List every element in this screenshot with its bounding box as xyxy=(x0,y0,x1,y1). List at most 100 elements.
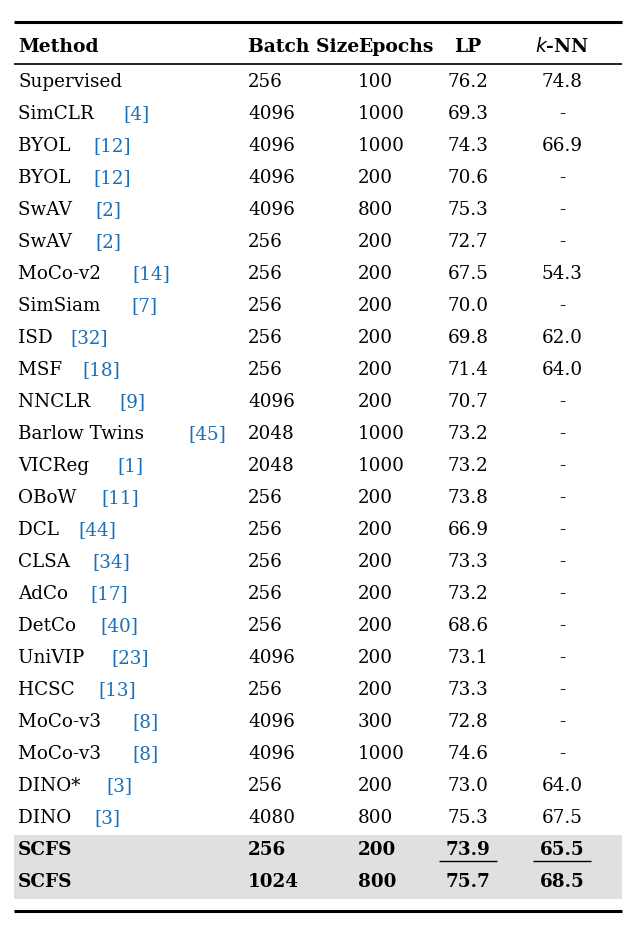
Text: Method: Method xyxy=(18,38,99,56)
Text: 300: 300 xyxy=(358,713,393,731)
Text: [13]: [13] xyxy=(99,681,136,699)
Text: [45]: [45] xyxy=(188,425,226,443)
Text: -: - xyxy=(559,521,565,539)
Text: MoCo-v2: MoCo-v2 xyxy=(18,265,107,283)
Text: 4096: 4096 xyxy=(248,105,295,123)
Text: [12]: [12] xyxy=(93,137,131,155)
Text: -: - xyxy=(559,617,565,635)
Text: [8]: [8] xyxy=(133,713,159,731)
Text: 68.5: 68.5 xyxy=(540,873,585,891)
Text: 70.0: 70.0 xyxy=(448,297,489,315)
Text: 200: 200 xyxy=(358,329,393,347)
Text: $k$-NN: $k$-NN xyxy=(535,38,589,57)
Text: MoCo-v3: MoCo-v3 xyxy=(18,713,107,731)
Text: -: - xyxy=(559,169,565,187)
Text: NNCLR: NNCLR xyxy=(18,393,96,411)
Text: [44]: [44] xyxy=(79,521,117,539)
Text: 73.3: 73.3 xyxy=(448,681,488,699)
Text: 200: 200 xyxy=(358,297,393,315)
Text: 200: 200 xyxy=(358,265,393,283)
Text: 1000: 1000 xyxy=(358,105,405,123)
Text: [7]: [7] xyxy=(132,297,158,315)
Text: [32]: [32] xyxy=(70,329,108,347)
Text: -: - xyxy=(559,585,565,603)
Text: 73.0: 73.0 xyxy=(448,777,488,795)
Text: 200: 200 xyxy=(358,649,393,667)
Text: 4096: 4096 xyxy=(248,169,295,187)
Text: 200: 200 xyxy=(358,233,393,251)
Text: 800: 800 xyxy=(358,809,393,827)
Text: [8]: [8] xyxy=(133,745,159,763)
Text: [3]: [3] xyxy=(106,777,133,795)
Text: Epochs: Epochs xyxy=(358,38,434,56)
Text: 75.3: 75.3 xyxy=(448,809,488,827)
Text: SCFS: SCFS xyxy=(18,841,72,859)
Text: -: - xyxy=(559,553,565,571)
Text: 74.3: 74.3 xyxy=(448,137,488,155)
Text: -: - xyxy=(559,713,565,731)
Text: LP: LP xyxy=(455,38,482,56)
Text: 73.1: 73.1 xyxy=(448,649,488,667)
Text: 256: 256 xyxy=(248,233,283,251)
Text: 70.7: 70.7 xyxy=(448,393,488,411)
Text: 256: 256 xyxy=(248,777,283,795)
Text: [12]: [12] xyxy=(93,169,131,187)
Text: 73.8: 73.8 xyxy=(448,489,488,507)
Text: SwAV: SwAV xyxy=(18,233,78,251)
Text: 70.6: 70.6 xyxy=(448,169,489,187)
Text: 1000: 1000 xyxy=(358,137,405,155)
Text: Barlow Twins: Barlow Twins xyxy=(18,425,150,443)
Text: DCL: DCL xyxy=(18,521,65,539)
Text: 200: 200 xyxy=(358,361,393,379)
Text: 256: 256 xyxy=(248,489,283,507)
Text: SwAV: SwAV xyxy=(18,201,78,219)
Text: [4]: [4] xyxy=(124,105,150,123)
Text: 256: 256 xyxy=(248,265,283,283)
Text: [9]: [9] xyxy=(119,393,145,411)
Text: -: - xyxy=(559,105,565,123)
Text: DetCo: DetCo xyxy=(18,617,82,635)
Text: DINO*: DINO* xyxy=(18,777,86,795)
Text: 4096: 4096 xyxy=(248,201,295,219)
Text: 62.0: 62.0 xyxy=(541,329,583,347)
Text: [2]: [2] xyxy=(95,233,121,251)
Text: 69.8: 69.8 xyxy=(448,329,489,347)
Text: [40]: [40] xyxy=(100,617,138,635)
Text: 67.5: 67.5 xyxy=(541,809,583,827)
Text: 4096: 4096 xyxy=(248,713,295,731)
Text: [2]: [2] xyxy=(95,201,121,219)
Text: -: - xyxy=(559,233,565,251)
Text: Batch Size: Batch Size xyxy=(248,38,359,56)
Text: [1]: [1] xyxy=(117,457,143,475)
Text: 100: 100 xyxy=(358,73,393,91)
Text: 69.3: 69.3 xyxy=(448,105,488,123)
Text: 75.3: 75.3 xyxy=(448,201,488,219)
Text: 54.3: 54.3 xyxy=(541,265,583,283)
Text: AdCo: AdCo xyxy=(18,585,74,603)
Text: [17]: [17] xyxy=(90,585,128,603)
Text: 800: 800 xyxy=(358,201,393,219)
Text: 4080: 4080 xyxy=(248,809,295,827)
Text: -: - xyxy=(559,489,565,507)
Text: 64.0: 64.0 xyxy=(541,361,583,379)
Text: 66.9: 66.9 xyxy=(541,137,583,155)
Text: -: - xyxy=(559,681,565,699)
Text: 1000: 1000 xyxy=(358,425,405,443)
Text: 64.0: 64.0 xyxy=(541,777,583,795)
Text: 200: 200 xyxy=(358,585,393,603)
Text: 75.7: 75.7 xyxy=(446,873,491,891)
Text: [3]: [3] xyxy=(94,809,120,827)
Text: 256: 256 xyxy=(248,585,283,603)
Bar xyxy=(14,867,622,899)
Text: 4096: 4096 xyxy=(248,745,295,763)
Text: 68.6: 68.6 xyxy=(448,617,489,635)
Text: 256: 256 xyxy=(248,841,286,859)
Text: 200: 200 xyxy=(358,841,396,859)
Text: MoCo-v3: MoCo-v3 xyxy=(18,745,107,763)
Text: -: - xyxy=(559,649,565,667)
Text: 800: 800 xyxy=(358,873,396,891)
Bar xyxy=(14,835,622,867)
Text: 2048: 2048 xyxy=(248,457,295,475)
Text: [23]: [23] xyxy=(111,649,149,667)
Text: 1000: 1000 xyxy=(358,745,405,763)
